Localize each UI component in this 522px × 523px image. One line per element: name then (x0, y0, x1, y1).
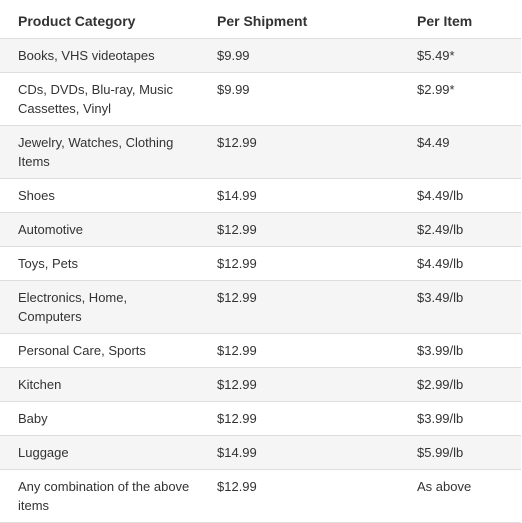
table-row: Luggage $14.99 $5.99/lb (0, 435, 521, 470)
cell-per-shipment: $12.99 (199, 125, 399, 179)
table-row: Jewelry, Watches, Clothing Items $12.99 … (0, 125, 521, 179)
cell-per-item: $3.99/lb (399, 401, 521, 436)
cell-per-shipment: $12.99 (199, 401, 399, 436)
cell-per-shipment: $12.99 (199, 367, 399, 402)
cell-per-shipment: $12.99 (199, 212, 399, 247)
cell-per-item: $3.99/lb (399, 333, 521, 368)
cell-category: Any combination of the above items (0, 469, 199, 523)
cell-category: Baby (0, 401, 199, 436)
table-body: Books, VHS videotapes $9.99 $5.49* CDs, … (0, 38, 521, 523)
cell-category: CDs, DVDs, Blu-ray, Music Cassettes, Vin… (0, 72, 199, 126)
table-row: Electronics, Home, Computers $12.99 $3.4… (0, 280, 521, 334)
cell-per-shipment: $9.99 (199, 72, 399, 126)
cell-category: Luggage (0, 435, 199, 470)
cell-category: Books, VHS videotapes (0, 38, 199, 73)
cell-category: Electronics, Home, Computers (0, 280, 199, 334)
cell-per-item: $5.99/lb (399, 435, 521, 470)
table-row: Personal Care, Sports $12.99 $3.99/lb (0, 333, 521, 368)
cell-per-item: $4.49/lb (399, 178, 521, 213)
header-product-category: Product Category (0, 0, 199, 39)
cell-category: Personal Care, Sports (0, 333, 199, 368)
table-row: Any combination of the above items $12.9… (0, 469, 521, 523)
cell-per-shipment: $9.99 (199, 38, 399, 73)
header-per-item: Per Item (399, 0, 521, 39)
cell-category: Kitchen (0, 367, 199, 402)
cell-per-shipment: $14.99 (199, 178, 399, 213)
table-header: Product Category Per Shipment Per Item (0, 0, 521, 39)
cell-per-shipment: $12.99 (199, 280, 399, 334)
table-row: CDs, DVDs, Blu-ray, Music Cassettes, Vin… (0, 72, 521, 126)
cell-per-item: $4.49 (399, 125, 521, 179)
cell-per-shipment: $12.99 (199, 333, 399, 368)
cell-per-item: As above (399, 469, 521, 523)
table-row: Shoes $14.99 $4.49/lb (0, 178, 521, 213)
cell-per-item: $2.99* (399, 72, 521, 126)
table-row: Books, VHS videotapes $9.99 $5.49* (0, 38, 521, 73)
table-row: Baby $12.99 $3.99/lb (0, 401, 521, 436)
table-row: Toys, Pets $12.99 $4.49/lb (0, 246, 521, 281)
header-row: Product Category Per Shipment Per Item (0, 0, 521, 39)
cell-category: Toys, Pets (0, 246, 199, 281)
cell-per-item: $5.49* (399, 38, 521, 73)
cell-category: Automotive (0, 212, 199, 247)
header-per-shipment: Per Shipment (199, 0, 399, 39)
cell-per-item: $2.99/lb (399, 367, 521, 402)
cell-per-item: $2.49/lb (399, 212, 521, 247)
cell-per-shipment: $12.99 (199, 469, 399, 523)
cell-category: Shoes (0, 178, 199, 213)
cell-per-shipment: $14.99 (199, 435, 399, 470)
table-row: Automotive $12.99 $2.49/lb (0, 212, 521, 247)
cell-per-item: $3.49/lb (399, 280, 521, 334)
cell-per-shipment: $12.99 (199, 246, 399, 281)
table-row: Kitchen $12.99 $2.99/lb (0, 367, 521, 402)
cell-category: Jewelry, Watches, Clothing Items (0, 125, 199, 179)
cell-per-item: $4.49/lb (399, 246, 521, 281)
